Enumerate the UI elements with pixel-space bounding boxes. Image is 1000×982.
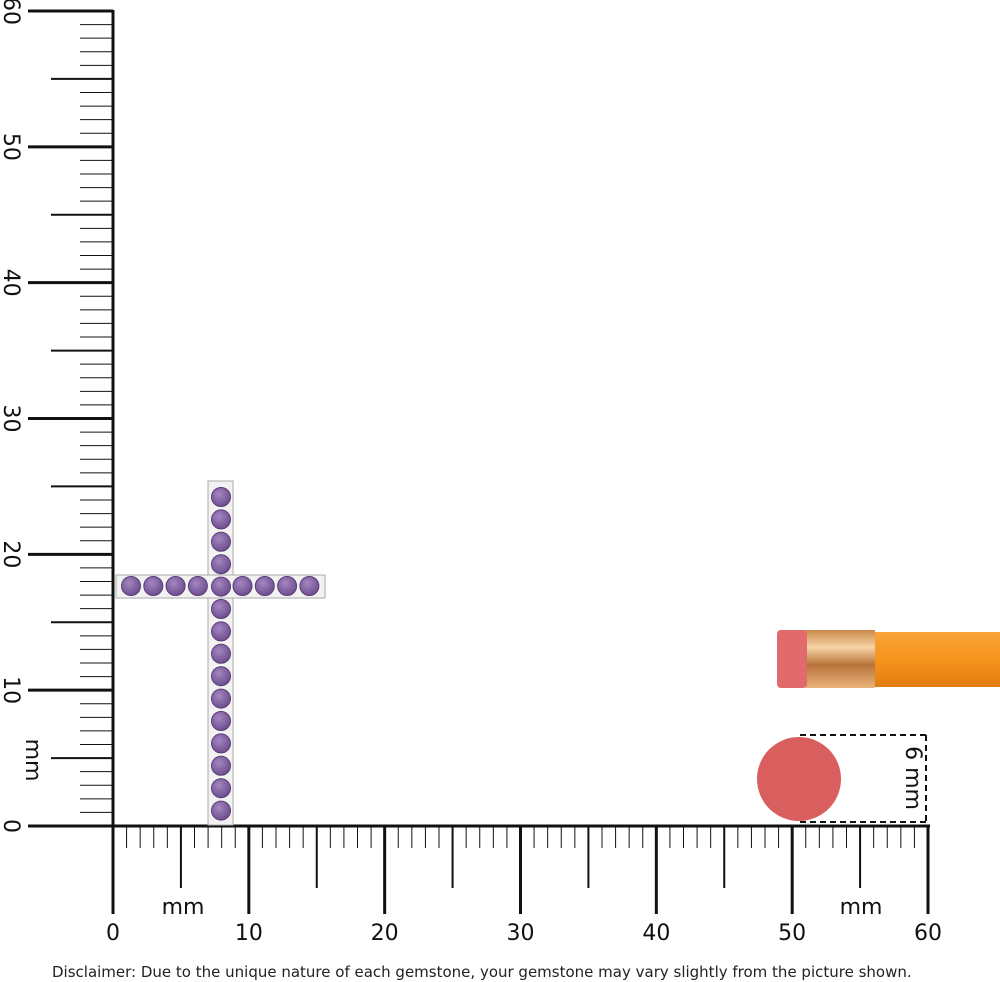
horizontal-ruler-label: 10 (235, 921, 263, 946)
pencil-eraser (777, 630, 807, 688)
gem (277, 576, 298, 596)
vertical-ruler-label: 0 (0, 819, 23, 833)
gem (211, 733, 231, 754)
rulers: 0 10 20 30 40 50 60 mm 0 10 20 30 40 50 60 mm mm (0, 0, 942, 946)
horizontal-ruler-label: 50 (778, 921, 806, 946)
gem (299, 576, 320, 596)
gem (232, 576, 253, 596)
eraser-dot (757, 737, 841, 821)
horizontal-ruler-label: 30 (507, 921, 535, 946)
gem (121, 576, 141, 596)
gem (211, 666, 231, 687)
vertical-ruler-label: 60 (0, 0, 23, 25)
disclaimer: Disclaimer: Due to the unique nature of … (52, 963, 912, 981)
size-guide (800, 734, 928, 823)
gem (211, 643, 231, 664)
gem (211, 778, 231, 799)
pencil (777, 630, 1000, 688)
gem (143, 576, 164, 596)
vertical-ruler-label: 10 (0, 676, 23, 704)
vertical-ruler-label: 40 (0, 269, 23, 297)
horizontal-ruler-label: 20 (371, 921, 399, 946)
horizontal-ruler-label: 0 (106, 921, 120, 946)
gem (211, 531, 231, 552)
gem (165, 576, 186, 596)
gem (211, 599, 231, 619)
horizontal-unit-label: mm (162, 895, 205, 920)
vertical-ruler-label: 20 (0, 540, 23, 568)
vertical-ruler-label: 30 (0, 405, 23, 433)
cross-pendant (115, 480, 326, 826)
gem (211, 487, 231, 507)
gem (211, 688, 231, 709)
horizontal-unit-label: mm (840, 895, 883, 920)
pencil-body (875, 632, 1000, 687)
gem (211, 509, 231, 530)
horizontal-ruler-label: 40 (642, 921, 670, 946)
gem (211, 711, 231, 731)
vertical-ruler-label: 50 (0, 133, 23, 161)
horizontal-ruler-label: 60 (914, 921, 942, 946)
size-label: 6 mm (900, 746, 925, 810)
gem (187, 576, 208, 596)
gem (211, 755, 231, 776)
gem (211, 800, 231, 821)
vertical-unit-label: mm (20, 739, 45, 782)
pencil-ferrule (805, 630, 875, 688)
gem (211, 554, 231, 575)
gem (211, 621, 231, 642)
gem (211, 576, 231, 597)
gem (254, 576, 275, 596)
